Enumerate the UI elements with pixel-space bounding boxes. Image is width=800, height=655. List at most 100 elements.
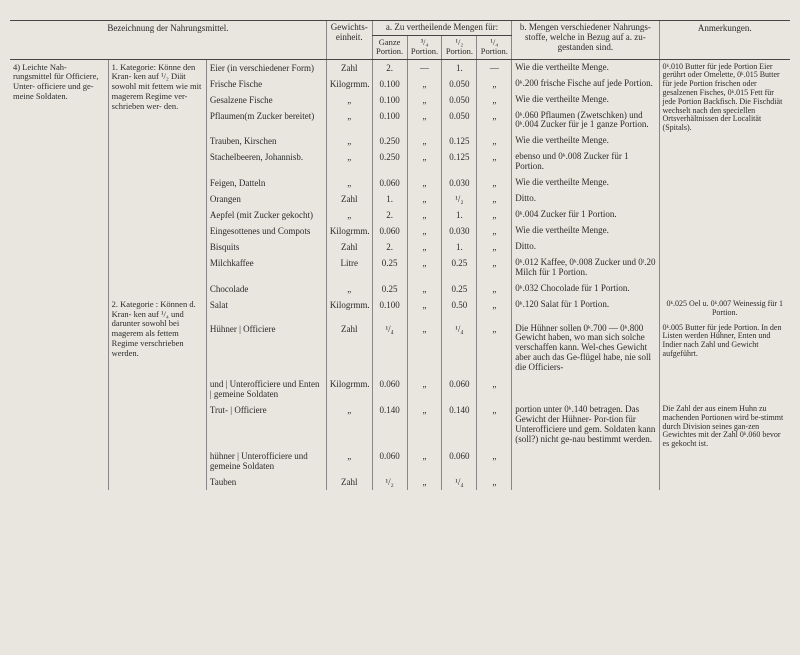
portion-ganze: 0.100 <box>372 108 407 134</box>
item-name: Pflaumen(m Zucker bereitet) <box>206 108 326 134</box>
portion-34: „ <box>407 321 442 376</box>
portion-34: „ <box>407 175 442 191</box>
menge-text <box>512 448 659 474</box>
menge-text: Wie die vertheilte Menge. <box>512 175 659 191</box>
portion-12: 0.060 <box>442 376 477 402</box>
item-name: Stachelbeeren, Johannisb. <box>206 149 326 175</box>
portion-34: „ <box>407 474 442 490</box>
portion-14: — <box>477 59 512 76</box>
portion-ganze: 0.060 <box>372 223 407 239</box>
item-name: Chocolade <box>206 281 326 297</box>
menge-text: 0ᵏ.200 frische Fische auf jede Portion. <box>512 76 659 92</box>
unit: Litre <box>326 255 372 281</box>
menge-text: Ditto. <box>512 239 659 255</box>
hdr-b: b. Mengen verschiedener Nahrungs- stoffe… <box>512 21 659 60</box>
portion-12: ¹/₄ <box>442 321 477 376</box>
item-name: Salat <box>206 297 326 321</box>
unit: Kilogrmm. <box>326 223 372 239</box>
portion-ganze: 0.250 <box>372 149 407 175</box>
item-name: Gesalzene Fische <box>206 92 326 108</box>
menge-text: portion unter 0ᵏ.140 betragen. Das Gewic… <box>512 402 659 448</box>
portion-ganze: 0.25 <box>372 281 407 297</box>
item-name: hühner | Unterofficiere und gemeine Sold… <box>206 448 326 474</box>
hdr-p34: ³/₄ Portion. <box>407 35 442 59</box>
portion-34: „ <box>407 207 442 223</box>
portion-ganze: 0.100 <box>372 76 407 92</box>
unit: „ <box>326 281 372 297</box>
menge-text: Die Hühner sollen 0ᵏ.700 — 0ᵏ.800 Gewich… <box>512 321 659 376</box>
portion-34: „ <box>407 281 442 297</box>
table-row: 4) Leichte Nah- rungsmittel für Officier… <box>10 59 790 76</box>
menge-text: Wie die vertheilte Menge. <box>512 133 659 149</box>
portion-12: 0.25 <box>442 255 477 281</box>
portion-12: ¹/₄ <box>442 474 477 490</box>
portion-34: „ <box>407 76 442 92</box>
category-outer: 4) Leichte Nah- rungsmittel für Officier… <box>10 59 108 489</box>
portion-34: „ <box>407 92 442 108</box>
portion-ganze: 0.060 <box>372 376 407 402</box>
portion-ganze: 2. <box>372 239 407 255</box>
portion-34: „ <box>407 133 442 149</box>
unit: Zahl <box>326 239 372 255</box>
portion-ganze: 0.100 <box>372 297 407 321</box>
item-name: Milchkaffee <box>206 255 326 281</box>
portion-34: „ <box>407 191 442 207</box>
portion-ganze: 0.250 <box>372 133 407 149</box>
portion-34: „ <box>407 297 442 321</box>
portion-ganze: 2. <box>372 59 407 76</box>
nutrition-table: Bezeichnung der Nahrungsmittel. Gewichts… <box>10 20 790 490</box>
unit: „ <box>326 108 372 134</box>
portion-34: „ <box>407 255 442 281</box>
item-name: Tauben <box>206 474 326 490</box>
portion-12: 0.050 <box>442 92 477 108</box>
portion-12: 0.125 <box>442 133 477 149</box>
unit: „ <box>326 133 372 149</box>
hdr-bezeichnung: Bezeichnung der Nahrungsmittel. <box>10 21 326 60</box>
menge-text: Wie die vertheilte Menge. <box>512 59 659 76</box>
portion-34: „ <box>407 239 442 255</box>
portion-14: „ <box>477 281 512 297</box>
portion-34: — <box>407 59 442 76</box>
portion-14: „ <box>477 255 512 281</box>
anmerkung-4: Die Zahl der aus einem Huhn zu machenden… <box>659 402 790 490</box>
portion-14: „ <box>477 448 512 474</box>
hdr-anm: Anmerkungen. <box>659 21 790 60</box>
item-name: Trauben, Kirschen <box>206 133 326 149</box>
menge-text: Ditto. <box>512 191 659 207</box>
portion-ganze: 0.100 <box>372 92 407 108</box>
menge-text: 0ᵏ.060 Pflaumen (Zwetschken) und 0ᵏ.004 … <box>512 108 659 134</box>
category-sub2: 2. Kategorie : Können d. Kran- ken auf ¹… <box>108 297 206 490</box>
portion-34: „ <box>407 376 442 402</box>
portion-14: „ <box>477 207 512 223</box>
menge-text: Wie die vertheilte Menge. <box>512 223 659 239</box>
portion-12: 0.50 <box>442 297 477 321</box>
unit: „ <box>326 149 372 175</box>
portion-14: „ <box>477 191 512 207</box>
menge-text: 0ᵏ.032 Chocolade für 1 Portion. <box>512 281 659 297</box>
item-name: Eingesottenes und Compots <box>206 223 326 239</box>
unit: Zahl <box>326 474 372 490</box>
hdr-p12: ¹/₂ Portion. <box>442 35 477 59</box>
menge-text <box>512 376 659 402</box>
portion-ganze: ¹/₂ <box>372 474 407 490</box>
hdr-ganze: Ganze Portion. <box>372 35 407 59</box>
portion-ganze: ¹/₄ <box>372 321 407 376</box>
portion-12: 0.050 <box>442 76 477 92</box>
unit: Kilogrmm. <box>326 297 372 321</box>
portion-34: „ <box>407 402 442 448</box>
item-name: Eier (in verschiedener Form) <box>206 59 326 76</box>
portion-14: „ <box>477 175 512 191</box>
portion-14: „ <box>477 76 512 92</box>
menge-text: 0ᵏ.012 Kaffee, 0ᵏ.008 Zucker und 0ˡ.20 M… <box>512 255 659 281</box>
portion-14: „ <box>477 149 512 175</box>
portion-34: „ <box>407 448 442 474</box>
portion-12: 0.125 <box>442 149 477 175</box>
portion-34: „ <box>407 149 442 175</box>
portion-14: „ <box>477 108 512 134</box>
item-name: Orangen <box>206 191 326 207</box>
table-row: 2. Kategorie : Können d. Kran- ken auf ¹… <box>10 297 790 321</box>
anmerkung-3: 0ᵏ.005 Butter für jede Portion. In den L… <box>659 321 790 402</box>
unit: „ <box>326 402 372 448</box>
unit: „ <box>326 207 372 223</box>
portion-14: „ <box>477 376 512 402</box>
